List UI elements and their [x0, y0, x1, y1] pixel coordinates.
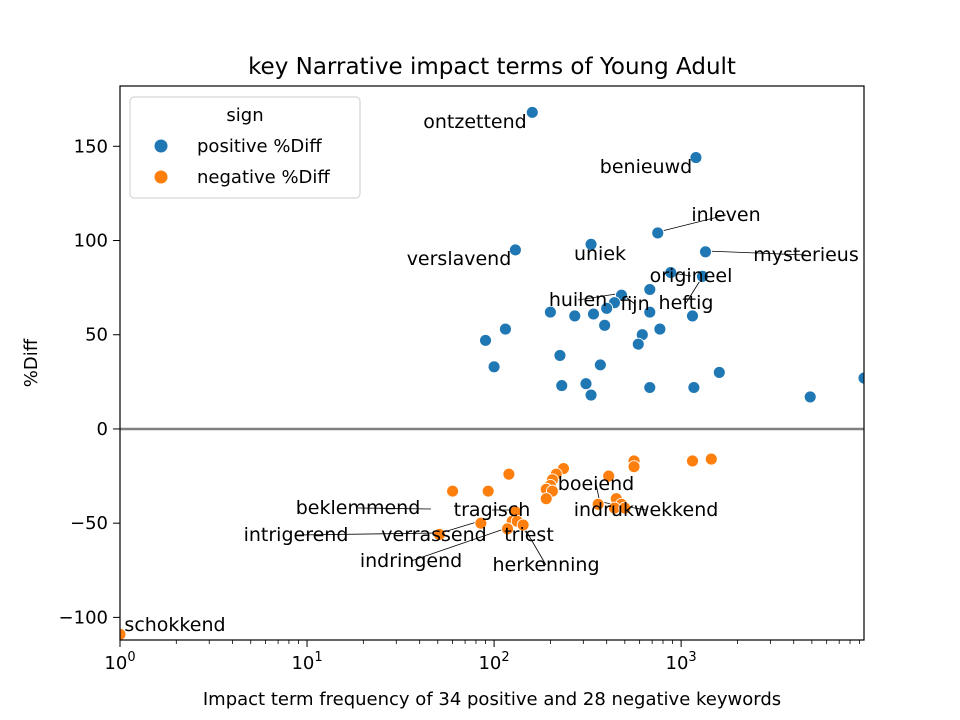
positive-point-24: [593, 358, 607, 372]
x-tick-label: 103: [666, 650, 697, 674]
annotation-label: verrassend: [381, 524, 486, 546]
positive-point-4: [584, 237, 598, 251]
annotation-label: schokkend: [124, 614, 225, 636]
y-tick-label: −50: [70, 513, 108, 534]
negative-point-1: [686, 454, 699, 468]
annotation-leader-17: [410, 527, 508, 562]
positive-point-25: [487, 360, 501, 374]
annotation-leader-14: [295, 532, 439, 536]
legend-label-negative: negative %Diff: [197, 167, 330, 188]
annotation-label: ontzettend: [423, 111, 526, 133]
positive-point-0: [525, 105, 539, 119]
legend-box: [129, 96, 361, 199]
annotation-label: triest: [504, 524, 554, 546]
positive-point-7: [664, 266, 678, 280]
positive-point-12: [543, 305, 557, 319]
negative-point-7: [602, 469, 616, 483]
y-axis-label: %Diff: [21, 338, 42, 387]
negative-point-26: [432, 528, 446, 541]
legend-marker-negative: [153, 169, 169, 185]
chart-title: key Narrative impact terms of Young Adul…: [248, 54, 736, 80]
positive-point-2: [651, 226, 665, 240]
y-tick-label: 0: [97, 419, 108, 440]
legend: sign positive %Diff negative %Diff: [129, 96, 361, 199]
annotation-label: benieuwd: [600, 156, 692, 178]
positive-point-22: [631, 337, 645, 351]
annotation-label: uniek: [574, 243, 626, 265]
positive-point-28: [579, 377, 593, 391]
positive-point-32: [584, 388, 598, 402]
x-tick-label: 102: [478, 650, 509, 674]
annotation-label: verslavend: [407, 248, 512, 270]
x-axis-label: Impact term frequency of 34 positive and…: [203, 689, 781, 710]
negative-point-5: [502, 467, 516, 481]
annotation-leader-5: [705, 250, 807, 256]
positive-point-27: [857, 371, 864, 385]
positive-point-5: [699, 245, 712, 259]
negative-point-24: [516, 518, 530, 532]
annotation-label: mysterieus: [753, 244, 859, 266]
positive-point-23: [553, 349, 567, 362]
positive-point-15: [643, 305, 657, 319]
positive-point-18: [598, 318, 612, 332]
annotation-label: indringend: [360, 550, 462, 572]
annotation-label: beklemmend: [296, 497, 421, 519]
annotation-label: fijn: [620, 293, 649, 315]
positive-point-17: [498, 322, 512, 336]
annotation-label: heftig: [659, 292, 714, 314]
legend-label-positive: positive %Diff: [197, 136, 322, 157]
positive-point-11: [600, 301, 614, 315]
annotation-label: origineel: [650, 265, 733, 287]
negative-point-13: [481, 484, 495, 498]
negative-point-19: [618, 501, 632, 515]
y-tick-label: 150: [74, 136, 108, 157]
legend-marker-positive: [153, 138, 169, 154]
positive-point-31: [687, 381, 701, 394]
positive-point-3: [508, 243, 522, 257]
annotation-leader-12: [357, 507, 432, 510]
annotation-label: inleven: [691, 204, 760, 226]
annotation-label: boeiend: [558, 473, 634, 495]
negative-point-25: [501, 522, 514, 536]
x-tick-label: 101: [291, 650, 322, 674]
positive-point-19: [653, 322, 667, 336]
annotation-label: intrigerend: [244, 524, 349, 546]
positive-point-29: [555, 379, 569, 393]
positive-point-14: [587, 307, 600, 321]
positive-point-30: [643, 381, 657, 394]
negative-point-16: [591, 497, 605, 511]
plot-frame: [119, 85, 865, 641]
negative-point-0: [704, 452, 718, 466]
positive-point-1: [689, 151, 703, 165]
negative-point-27: [120, 627, 127, 640]
y-tick-label: 50: [85, 325, 108, 346]
legend-title: sign: [226, 105, 263, 126]
y-tick-label: −100: [59, 607, 108, 628]
positive-point-8: [643, 283, 657, 296]
positive-point-21: [479, 333, 492, 347]
negative-point-12: [446, 484, 460, 498]
negative-point-3: [627, 460, 641, 474]
annotation-label: indrukwekkend: [574, 499, 719, 521]
positive-point-6: [695, 269, 709, 283]
annotation-label: herkenning: [492, 554, 599, 576]
positive-point-26: [712, 365, 726, 379]
positive-point-13: [568, 309, 582, 323]
negative-point-23: [474, 516, 488, 530]
x-tick-label: 100: [104, 650, 135, 674]
negative-point-14: [539, 492, 553, 506]
annotation-label: tragisch: [454, 499, 531, 521]
positive-point-33: [803, 390, 817, 404]
positive-point-16: [686, 309, 699, 323]
annotation-label: huilen: [549, 289, 607, 311]
annotation-leader-7: [577, 293, 617, 301]
annotation-leader-2: [657, 214, 727, 233]
y-tick-label: 100: [74, 231, 108, 252]
